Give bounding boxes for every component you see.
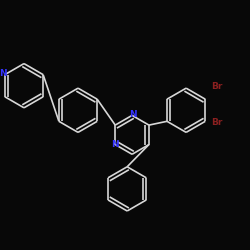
Text: N: N xyxy=(129,110,137,120)
Text: Br: Br xyxy=(212,82,223,92)
Text: N: N xyxy=(0,69,7,78)
Text: Br: Br xyxy=(212,118,223,127)
Text: N: N xyxy=(111,140,118,148)
